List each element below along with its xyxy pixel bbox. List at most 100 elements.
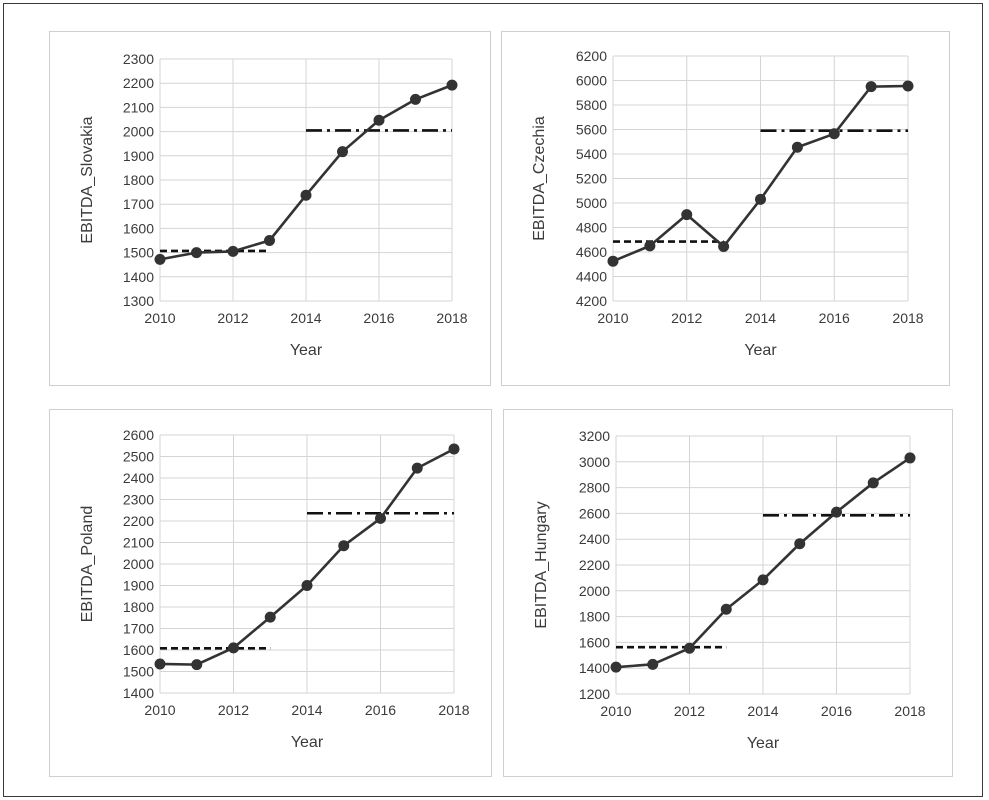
data-point xyxy=(681,209,693,221)
x-tick-label: 2012 xyxy=(671,310,702,326)
data-point xyxy=(446,79,458,91)
x-tick-label: 2012 xyxy=(218,702,249,718)
y-tick-label: 1400 xyxy=(579,660,610,676)
x-tick-label: 2016 xyxy=(363,310,394,326)
grid xyxy=(159,58,453,302)
data-point xyxy=(757,574,769,586)
y-tick-label: 1800 xyxy=(579,609,610,625)
chart-panel-slovakia: 1300 1400 1500 1600 1700 1800 1900 2000 2100 2200… xyxy=(49,31,491,386)
chart-czechia: 4200 4400 4600 4800 5000 5200 5400 5600 5800 6000… xyxy=(531,48,924,359)
data-point xyxy=(373,114,385,126)
y-tick-label: 5400 xyxy=(576,146,607,162)
data-point xyxy=(794,538,806,550)
y-tick-label: 1500 xyxy=(123,664,154,680)
y-tick-label: 1200 xyxy=(579,686,610,702)
chart-slovakia: 1300 1400 1500 1600 1700 1800 1900 2000 2100 2200… xyxy=(79,51,468,359)
y-tick-label: 5600 xyxy=(576,122,607,138)
data-point xyxy=(720,603,732,615)
y-tick-label: 1900 xyxy=(123,578,154,594)
x-tick-label: 2014 xyxy=(745,310,776,326)
data-point xyxy=(644,240,656,252)
y-tick-label: 2100 xyxy=(123,535,154,551)
x-tick-label: 2010 xyxy=(600,703,631,719)
y-tick-label: 1600 xyxy=(579,634,610,650)
y-tick-label: 1600 xyxy=(123,642,154,658)
data-point xyxy=(828,128,840,140)
y-tick-label: 5800 xyxy=(576,97,607,113)
y-tick-label: 1800 xyxy=(123,599,154,615)
y-tick-label: 2000 xyxy=(123,124,154,140)
data-point xyxy=(904,452,916,464)
y-tick-label: 2300 xyxy=(123,51,154,67)
data-point xyxy=(337,146,348,158)
data-point xyxy=(264,611,276,623)
grid xyxy=(615,435,911,695)
data-point xyxy=(865,81,877,93)
x-tick-label: 2016 xyxy=(821,703,852,719)
grid xyxy=(612,55,909,302)
x-tick-label: 2010 xyxy=(144,702,175,718)
chart-hungary: 1200 1400 1600 1800 2000 2200 2400 2600 2800 3000… xyxy=(533,428,926,752)
data-point xyxy=(684,642,695,654)
y-tick-label: 1800 xyxy=(123,172,154,188)
data-point xyxy=(228,642,239,654)
y-tick-label: 2800 xyxy=(579,480,610,496)
x-tick-label: 2016 xyxy=(819,310,850,326)
y-tick-label: 1300 xyxy=(123,293,154,309)
y-tick-label: 1900 xyxy=(123,148,154,164)
x-tick-label: 2010 xyxy=(144,310,175,326)
data-point xyxy=(610,661,622,673)
y-tick-label: 2000 xyxy=(123,556,154,572)
x-tick-label: 2014 xyxy=(291,702,322,718)
data-point xyxy=(191,659,203,671)
x-tick-label: 2012 xyxy=(674,703,705,719)
data-point xyxy=(607,255,619,267)
y-tick-label: 1400 xyxy=(123,269,154,285)
x-tick-label: 2014 xyxy=(290,310,321,326)
y-tick-label: 6000 xyxy=(576,73,607,89)
x-tick-label: 2018 xyxy=(892,310,923,326)
data-point xyxy=(375,512,386,524)
y-tick-label: 4600 xyxy=(576,244,607,260)
chart-poland: 1400 1500 1600 1700 1800 1900 2000 2100 2200 2300… xyxy=(79,427,470,751)
x-tick-label: 2018 xyxy=(436,310,467,326)
grid xyxy=(159,434,455,694)
y-tick-label: 3200 xyxy=(579,428,610,444)
data-point xyxy=(791,141,803,153)
chart-panel-hungary: 1200 1400 1600 1800 2000 2200 2400 2600 2800 3000… xyxy=(503,409,953,777)
data-point xyxy=(718,240,730,252)
data-point xyxy=(191,247,202,259)
figure-frame: 1300 1400 1500 1600 1700 1800 1900 2000 2100 2200… xyxy=(3,3,983,797)
y-tick-label: 5200 xyxy=(576,171,607,187)
y-tick-label: 1600 xyxy=(123,220,154,236)
y-tick-label: 1700 xyxy=(123,196,154,212)
data-point xyxy=(411,462,423,474)
y-tick-label: 2600 xyxy=(123,427,154,443)
y-tick-label: 2400 xyxy=(579,531,610,547)
y-tick-label: 2200 xyxy=(123,513,154,529)
y-axis-title: EBITDA_Czechia xyxy=(531,116,548,241)
x-axis-title: Year xyxy=(744,342,777,359)
x-tick-label: 2016 xyxy=(365,702,396,718)
data-point xyxy=(755,193,766,205)
y-tick-label: 5000 xyxy=(576,195,607,211)
x-tick-label: 2014 xyxy=(747,703,778,719)
chart-panel-poland: 1400 1500 1600 1700 1800 1900 2000 2100 2200 2300… xyxy=(49,409,492,777)
y-axis-title: EBITDA_Hungary xyxy=(533,501,550,628)
y-tick-label: 2000 xyxy=(579,583,610,599)
y-tick-label: 2200 xyxy=(123,75,154,91)
x-axis-title: Year xyxy=(291,734,324,751)
y-tick-label: 4400 xyxy=(576,269,607,285)
x-tick-label: 2018 xyxy=(438,702,469,718)
y-tick-label: 3000 xyxy=(579,454,610,470)
data-point xyxy=(410,93,421,105)
x-tick-label: 2012 xyxy=(217,310,248,326)
y-tick-label: 4800 xyxy=(576,220,607,236)
x-axis-title: Year xyxy=(290,342,323,359)
chart-panel-czechia: 4200 4400 4600 4800 5000 5200 5400 5600 5800 6000… xyxy=(501,31,950,386)
y-tick-label: 4200 xyxy=(576,293,607,309)
y-tick-label: 2100 xyxy=(123,99,154,115)
y-tick-label: 1400 xyxy=(123,685,154,701)
data-point xyxy=(338,540,350,552)
x-tick-label: 2018 xyxy=(894,703,925,719)
